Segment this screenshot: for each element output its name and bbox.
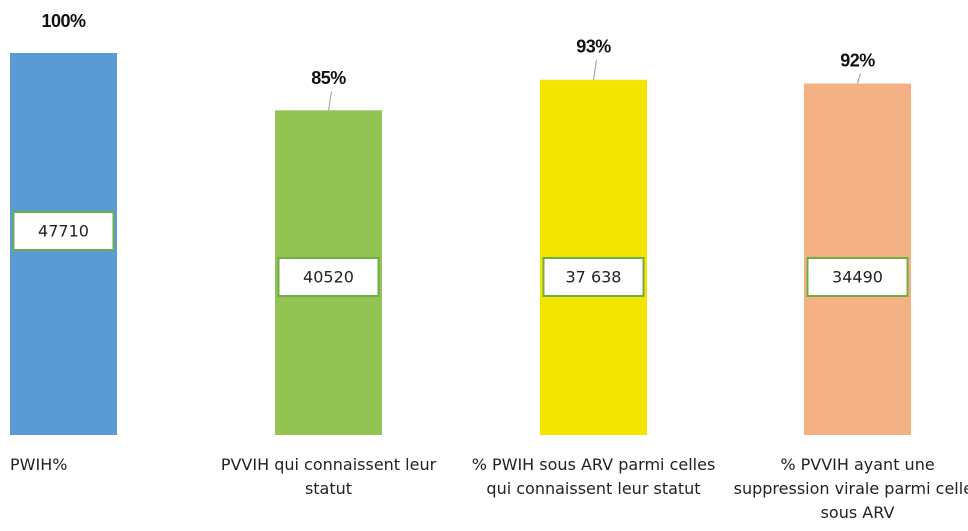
count-box	[277, 257, 380, 297]
category-label: % PWIH sous ARV parmi celles qui connais…	[471, 455, 716, 498]
count-box	[806, 257, 909, 297]
count-label: 37 638	[566, 268, 622, 287]
value-label: 93%	[576, 36, 611, 56]
count-box	[12, 211, 115, 251]
count-label: 40520	[303, 268, 354, 287]
count-box	[542, 257, 645, 297]
count-label: 34490	[832, 268, 883, 287]
leader-line	[328, 91, 332, 111]
value-label: 85%	[311, 68, 346, 88]
leader-line	[593, 59, 597, 80]
category-label: PVVIH qui connaissent leur statut	[220, 455, 437, 498]
value-label: 100%	[41, 11, 86, 31]
count-label: 47710	[38, 222, 89, 241]
category-label: PWIH%	[10, 455, 68, 474]
leader-line	[857, 73, 861, 84]
value-label: 92%	[840, 50, 875, 70]
category-label: % PVVIH ayant une suppression virale par…	[733, 455, 968, 522]
